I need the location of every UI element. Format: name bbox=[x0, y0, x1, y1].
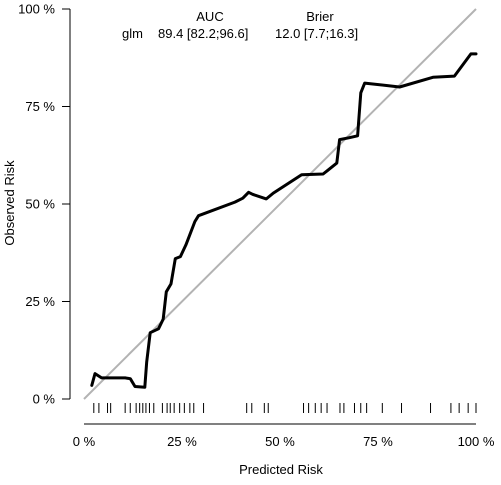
legend-brier-value: 12.0 [7.7;16.3] bbox=[275, 26, 358, 41]
axis-layer: 0 % 25 % 50 % 75 % 100 % 0 % 25 % 50 % 75 % 100 % bbox=[18, 2, 495, 450]
x-tick-label: 75 % bbox=[363, 434, 393, 449]
rug-layer bbox=[84, 403, 477, 425]
y-tick-label: 75 % bbox=[25, 99, 55, 114]
reference-diagonal-line bbox=[83, 8, 477, 400]
x-tick-label: 0 % bbox=[73, 434, 96, 449]
y-axis-title: Observed Risk bbox=[2, 160, 17, 246]
y-tick-label: 0 % bbox=[33, 392, 56, 407]
x-tick-label: 100 % bbox=[458, 434, 495, 449]
series-layer bbox=[90, 52, 478, 389]
legend: AUC Brier glm 89.4 [82.2;96.6] 12.0 [7.7… bbox=[122, 9, 358, 41]
y-tick-label: 100 % bbox=[18, 2, 55, 17]
legend-header-brier: Brier bbox=[306, 9, 334, 24]
y-tick-label: 50 % bbox=[25, 197, 55, 212]
legend-model-name: glm bbox=[122, 26, 143, 41]
x-tick-label: 25 % bbox=[167, 434, 197, 449]
calibration-series-line bbox=[90, 52, 478, 389]
reference-line-layer bbox=[83, 8, 477, 400]
legend-header-auc: AUC bbox=[196, 9, 223, 24]
y-tick-label: 25 % bbox=[25, 294, 55, 309]
legend-auc-value: 89.4 [82.2;96.6] bbox=[158, 26, 248, 41]
x-tick-label: 50 % bbox=[265, 434, 295, 449]
x-axis-title: Predicted Risk bbox=[239, 462, 323, 477]
